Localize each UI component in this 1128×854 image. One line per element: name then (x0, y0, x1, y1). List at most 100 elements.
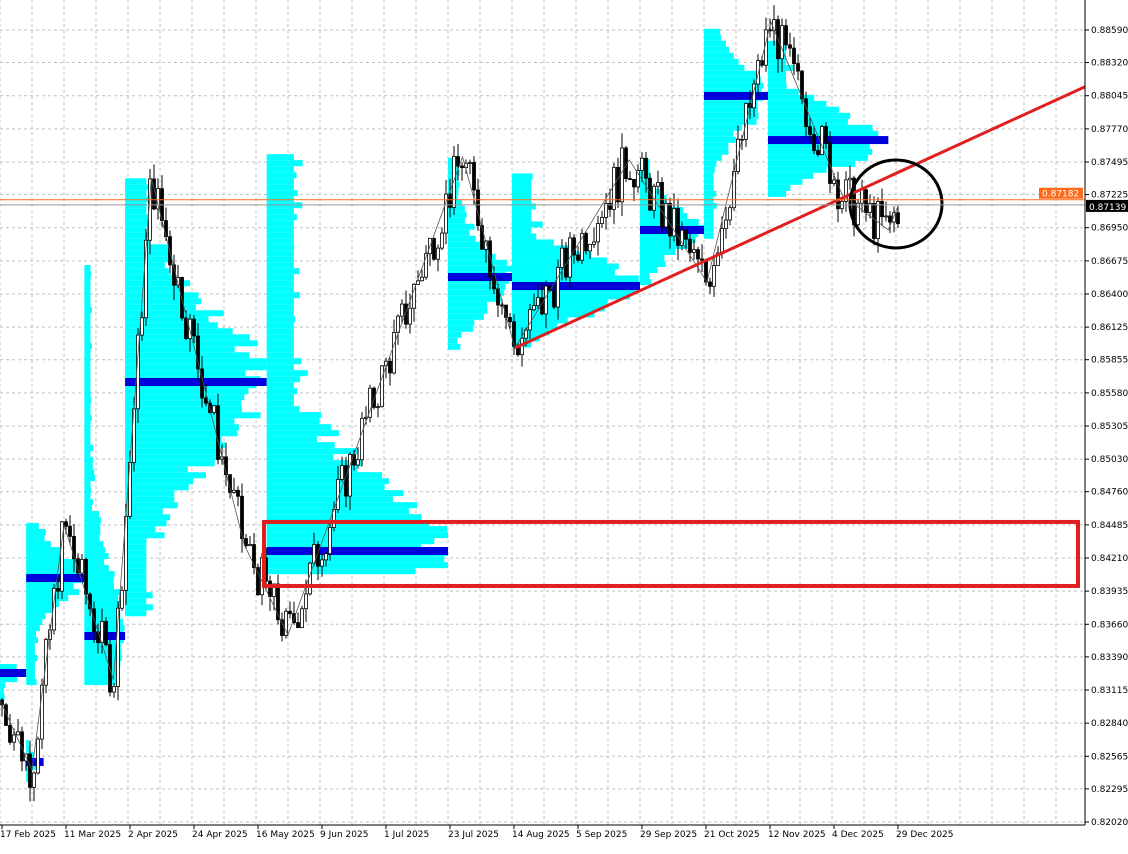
candle-body (492, 276, 496, 290)
candle-body (64, 521, 68, 527)
price-tick-label: 0.82840 (1091, 719, 1128, 729)
profile-bar (448, 253, 496, 260)
poc-line (125, 378, 267, 386)
profile-bar (84, 511, 100, 518)
candle-body (368, 387, 372, 418)
time-tick-label: 23 Jul 2025 (448, 830, 499, 840)
profile-bar (266, 538, 435, 545)
poc-line (266, 547, 448, 556)
profile-bar (704, 82, 764, 89)
price-tick-label: 0.83660 (1091, 620, 1128, 630)
price-tick-label: 0.85580 (1091, 389, 1128, 399)
candle-body (196, 335, 200, 370)
candle-body (632, 178, 636, 188)
profile-bar (26, 643, 35, 650)
profile-bar (266, 172, 297, 179)
candle-body (452, 156, 456, 208)
profile-bar (84, 481, 91, 488)
time-tick-label: 2 Apr 2025 (128, 830, 178, 840)
profile-bar (704, 220, 714, 227)
profile-bar (448, 247, 491, 254)
volume-profile (0, 664, 27, 701)
profile-bar (448, 211, 467, 218)
profile-bar (125, 328, 233, 335)
time-tick-label: 12 Nov 2025 (768, 830, 826, 840)
profile-bar (26, 523, 39, 530)
profile-bar (26, 607, 56, 614)
poc-line (768, 136, 889, 145)
candle-body (456, 156, 460, 167)
candle-body (820, 126, 824, 155)
profile-bar (125, 448, 219, 455)
candle-body (700, 258, 704, 261)
candle-body (644, 157, 648, 179)
profile-bar (84, 661, 121, 668)
candle-body (408, 307, 412, 325)
profile-bar (84, 289, 91, 296)
candle-body (76, 558, 80, 574)
profile-bar (125, 208, 147, 215)
profile-bar (125, 352, 250, 359)
volume-profile (448, 157, 512, 350)
profile-bar (266, 196, 294, 203)
profile-bar (640, 278, 652, 285)
profile-bar (125, 364, 267, 371)
profile-bar (704, 178, 714, 185)
profile-bar (125, 214, 150, 221)
candle-body (792, 47, 796, 64)
profile-bar (84, 577, 114, 584)
candle-body (164, 220, 168, 238)
profile-bar (266, 298, 294, 305)
time-tick-label: 1 Jul 2025 (384, 830, 429, 840)
time-tick-label: 11 Mar 2025 (64, 830, 121, 840)
candle-body (84, 559, 88, 595)
candle-body (544, 285, 548, 315)
profile-bar (125, 232, 150, 239)
profile-bar (125, 442, 226, 449)
candle-body (120, 589, 124, 609)
candle-body (708, 281, 712, 287)
profile-bar (125, 304, 196, 311)
profile-bar (84, 337, 91, 344)
profile-bar (704, 166, 715, 173)
profile-bar (640, 254, 665, 261)
candle-body (884, 215, 888, 218)
profile-bar (512, 323, 558, 330)
profile-bar (512, 209, 532, 216)
candle-body (36, 738, 40, 774)
profile-bar (266, 382, 294, 389)
price-tick-label: 0.82565 (1091, 752, 1128, 762)
profile-bar (125, 580, 147, 587)
candle-body (788, 44, 792, 49)
ask-price-label-bg (1039, 187, 1083, 199)
profile-bar (84, 385, 91, 392)
profile-bar (266, 370, 308, 377)
profile-bar (84, 673, 120, 680)
candle-body (836, 179, 840, 210)
candle-body (888, 215, 892, 223)
profile-bar (84, 649, 122, 656)
price-tick-label: 0.82295 (1091, 785, 1128, 795)
candle-body (60, 521, 64, 592)
profile-bar (266, 280, 294, 287)
profile-bar (448, 295, 502, 302)
profile-bar (266, 154, 294, 161)
candle-body (372, 387, 376, 408)
profile-bar (768, 70, 787, 77)
profile-bar (84, 301, 91, 308)
candle-body (56, 587, 60, 592)
profile-bar (266, 274, 294, 281)
profile-bar (266, 220, 294, 227)
profile-bar (266, 184, 294, 191)
candle-body (724, 219, 728, 229)
candle-body (288, 610, 292, 615)
profile-bar (0, 694, 5, 701)
candle-body (296, 622, 300, 629)
profile-bar (26, 770, 30, 777)
candle-body (680, 229, 684, 246)
volume-profile (704, 28, 768, 239)
profile-bar (640, 182, 651, 189)
profile-bar (704, 58, 739, 65)
profile-bar (84, 271, 92, 278)
